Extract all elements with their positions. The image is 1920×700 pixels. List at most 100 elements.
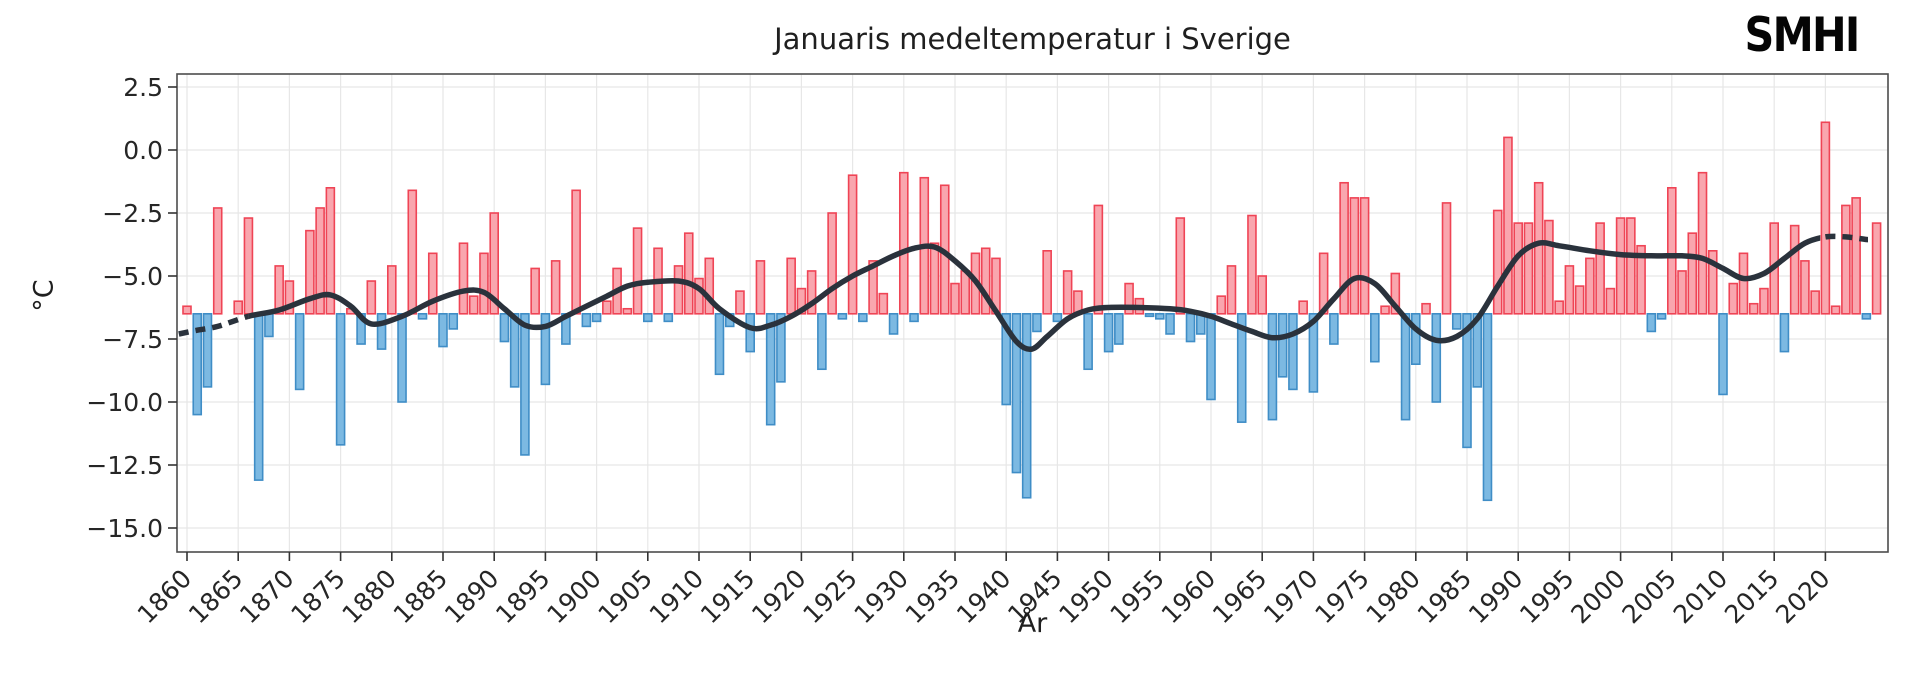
bar-1987 — [1482, 312, 1493, 502]
bar-1898 — [571, 189, 581, 315]
bar-2004 — [1656, 312, 1667, 320]
bar-1865 — [233, 300, 243, 315]
bar-1965 — [1257, 275, 1267, 315]
bar-1957 — [1175, 217, 1186, 315]
bar-1948 — [1083, 312, 1093, 371]
bar-2018 — [1800, 260, 1810, 315]
bar-2022 — [1841, 204, 1851, 315]
bar-2016 — [1779, 312, 1790, 353]
bar-1921 — [806, 270, 817, 315]
bar-1928 — [878, 292, 889, 315]
bar-1961 — [1216, 295, 1227, 315]
bar-2007 — [1687, 232, 1698, 315]
bar-1870 — [284, 280, 295, 315]
bar-1883 — [417, 312, 428, 320]
bar-1993 — [1544, 219, 1554, 315]
bar-1884 — [427, 252, 438, 315]
bar-1978 — [1390, 272, 1401, 315]
bar-1914 — [735, 290, 745, 315]
bar-1998 — [1595, 222, 1605, 315]
bar-2001 — [1626, 217, 1636, 315]
bar-1991 — [1523, 222, 1534, 315]
y-tick-label: −2.5 — [102, 199, 163, 228]
bar-1933 — [929, 242, 940, 315]
bar-1894 — [530, 267, 540, 315]
bar-1926 — [858, 312, 868, 323]
y-tick-label: −7.5 — [102, 325, 163, 354]
bar-1945 — [1052, 312, 1063, 323]
bar-1988 — [1492, 209, 1503, 315]
bar-1944 — [1042, 250, 1052, 315]
bar-1893 — [520, 312, 530, 456]
bar-1915 — [745, 312, 756, 353]
bar-1918 — [776, 312, 786, 383]
bar-1920 — [796, 287, 807, 315]
bar-1905 — [642, 312, 653, 323]
bar-1917 — [765, 312, 776, 426]
bar-1888 — [468, 295, 479, 315]
bar-1941 — [1011, 312, 1022, 474]
bar-2017 — [1789, 224, 1800, 315]
bar-1882 — [407, 189, 418, 315]
bar-1935 — [950, 282, 960, 315]
bar-1889 — [479, 252, 489, 315]
bar-1958 — [1185, 312, 1196, 343]
bar-1874 — [325, 187, 336, 315]
bar-1983 — [1441, 202, 1452, 315]
bar-1924 — [837, 312, 848, 320]
bar-1951 — [1114, 312, 1124, 345]
bar-1973 — [1339, 181, 1349, 315]
bar-1863 — [212, 207, 223, 315]
bar-1995 — [1564, 265, 1575, 315]
bar-1867 — [253, 312, 264, 481]
bar-1860 — [182, 305, 192, 315]
bar-1927 — [868, 260, 878, 315]
bar-1916 — [755, 260, 766, 315]
bar-1977 — [1380, 305, 1390, 315]
bar-1890 — [489, 212, 500, 315]
bar-1970 — [1308, 312, 1319, 393]
bar-1956 — [1165, 312, 1175, 335]
bar-1942 — [1021, 312, 1032, 499]
smhi-logo: SMHI — [1744, 8, 1860, 63]
bar-1907 — [663, 312, 674, 323]
bar-1952 — [1124, 282, 1134, 315]
bar-1909 — [683, 232, 694, 315]
bar-1994 — [1554, 300, 1564, 315]
y-axis-label: °C — [28, 279, 60, 312]
bar-1930 — [898, 171, 909, 315]
bar-1938 — [980, 247, 991, 315]
bar-1980 — [1411, 312, 1421, 365]
bar-1891 — [499, 312, 510, 343]
bar-1862 — [202, 312, 213, 388]
bar-1979 — [1400, 312, 1411, 421]
trend-line-solid — [248, 235, 1821, 353]
bar-1880 — [386, 265, 397, 315]
bar-1968 — [1288, 312, 1298, 391]
bar-1875 — [335, 312, 346, 446]
bar-1972 — [1329, 312, 1339, 345]
bar-1946 — [1062, 270, 1073, 315]
bar-2006 — [1677, 270, 1687, 315]
bar-2008 — [1697, 171, 1708, 315]
bar-2023 — [1851, 197, 1861, 315]
bar-1950 — [1103, 312, 1114, 353]
bar-1919 — [786, 257, 796, 315]
bar-1989 — [1503, 136, 1513, 315]
y-tick-label: −12.5 — [86, 451, 163, 480]
y-tick-label: −5.0 — [102, 262, 163, 291]
x-axis-label: År — [1017, 608, 1048, 639]
y-axis-ticks: 2.5 0.0 −2.5 −5.0 −7.5 −10.0 −12.5 −15.0 — [86, 73, 177, 543]
bar-1911 — [704, 257, 715, 315]
y-tick-label: −15.0 — [86, 514, 163, 543]
bar-1869 — [274, 265, 284, 315]
bar-1964 — [1247, 214, 1257, 315]
bar-1975 — [1359, 197, 1370, 315]
bar-1899 — [581, 312, 592, 328]
bar-1976 — [1370, 312, 1380, 363]
bar-1901 — [602, 300, 612, 315]
bar-2012 — [1738, 252, 1749, 315]
bar-2020 — [1820, 121, 1831, 315]
bar-2010 — [1718, 312, 1728, 396]
